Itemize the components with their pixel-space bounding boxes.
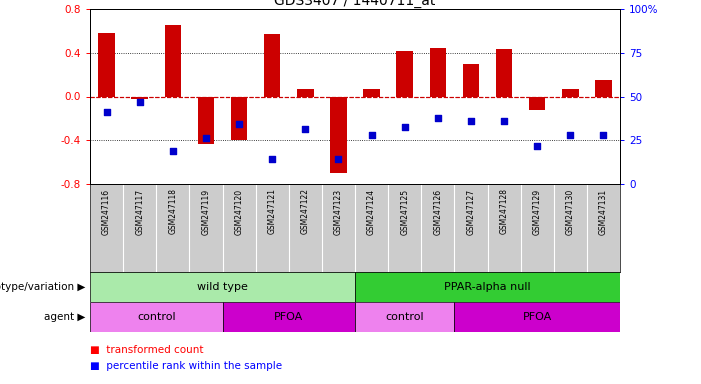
Text: GSM247119: GSM247119 <box>201 189 210 235</box>
Bar <box>355 272 620 302</box>
Text: ■  transformed count: ■ transformed count <box>90 345 203 355</box>
Point <box>266 156 278 162</box>
Bar <box>496 50 512 96</box>
Text: ■  percentile rank within the sample: ■ percentile rank within the sample <box>90 361 282 371</box>
Point <box>200 135 212 141</box>
Bar <box>529 96 545 109</box>
Text: GSM247124: GSM247124 <box>367 189 376 235</box>
Text: GSM247131: GSM247131 <box>599 189 608 235</box>
Point <box>333 156 344 162</box>
Bar <box>90 272 355 302</box>
Bar <box>297 89 313 96</box>
Bar <box>90 302 222 332</box>
Text: GSM247130: GSM247130 <box>566 189 575 235</box>
Bar <box>355 302 454 332</box>
Bar <box>595 80 612 96</box>
Text: control: control <box>386 312 424 322</box>
Text: control: control <box>137 312 175 322</box>
Point <box>134 99 145 105</box>
Text: GSM247116: GSM247116 <box>102 189 111 235</box>
Bar <box>264 34 280 96</box>
Point <box>465 118 477 124</box>
Text: PFOA: PFOA <box>522 312 552 322</box>
Point <box>101 109 112 115</box>
Text: GSM247121: GSM247121 <box>268 189 277 234</box>
Text: GSM247129: GSM247129 <box>533 189 542 235</box>
Text: GSM247127: GSM247127 <box>466 189 475 235</box>
Point <box>433 115 444 121</box>
Point <box>531 142 543 149</box>
Text: genotype/variation ▶: genotype/variation ▶ <box>0 282 85 292</box>
Text: GSM247125: GSM247125 <box>400 189 409 235</box>
Text: wild type: wild type <box>197 282 248 292</box>
Bar <box>363 89 380 96</box>
Bar <box>454 302 620 332</box>
Text: agent ▶: agent ▶ <box>43 312 85 322</box>
Bar <box>98 33 115 96</box>
Point <box>399 124 410 130</box>
Bar <box>330 96 347 173</box>
Point <box>498 118 510 124</box>
Text: GSM247128: GSM247128 <box>500 189 508 234</box>
Point <box>598 132 609 138</box>
Point <box>565 132 576 138</box>
Bar <box>231 96 247 140</box>
Text: PFOA: PFOA <box>274 312 304 322</box>
Bar <box>131 96 148 99</box>
Text: GSM247120: GSM247120 <box>235 189 243 235</box>
Text: GSM247117: GSM247117 <box>135 189 144 235</box>
Text: PPAR-alpha null: PPAR-alpha null <box>444 282 531 292</box>
Text: GSM247122: GSM247122 <box>301 189 310 234</box>
Bar <box>222 302 355 332</box>
Title: GDS3407 / 1440711_at: GDS3407 / 1440711_at <box>274 0 436 8</box>
Bar <box>463 64 479 96</box>
Bar <box>562 89 578 96</box>
Bar <box>165 25 181 96</box>
Text: GSM247123: GSM247123 <box>334 189 343 235</box>
Bar <box>430 48 446 96</box>
Point <box>233 121 245 127</box>
Text: GSM247118: GSM247118 <box>168 189 177 234</box>
Bar <box>198 96 215 144</box>
Point <box>300 126 311 132</box>
Point <box>366 132 377 138</box>
Text: GSM247126: GSM247126 <box>433 189 442 235</box>
Bar <box>396 51 413 96</box>
Point <box>168 148 179 154</box>
